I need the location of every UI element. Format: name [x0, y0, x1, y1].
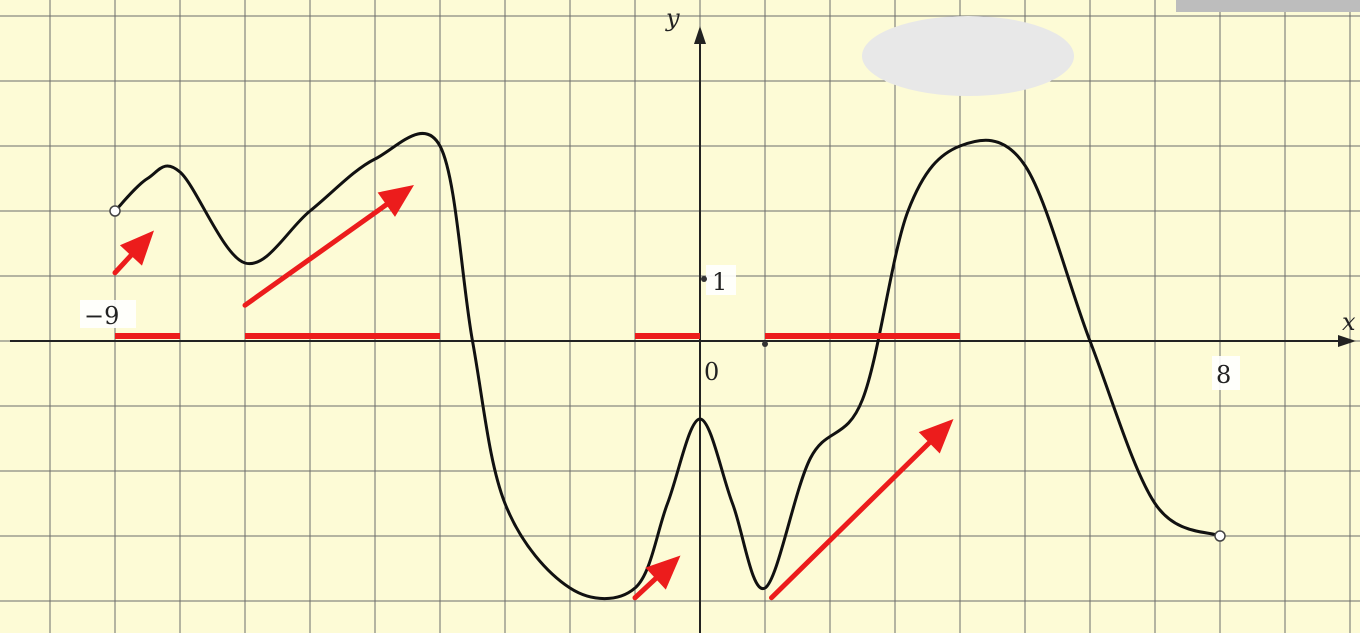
function-curve	[113, 132, 1222, 600]
increase-arrow-head-icon	[645, 555, 681, 590]
increase-arrow-shaft	[242, 202, 389, 308]
increase-arrow-shaft	[632, 576, 659, 601]
x-unit-tick-dot	[762, 341, 768, 347]
increase-arrow-head-icon	[918, 419, 954, 454]
increasing-arrows	[112, 185, 954, 601]
curve-endpoints	[109, 205, 1226, 542]
increase-arrow-head-icon	[119, 230, 154, 266]
origin-label: 0	[704, 358, 719, 386]
increase-arrow-shaft	[112, 252, 134, 276]
x-axis-label: x	[1342, 308, 1356, 336]
y-axis-arrow-icon	[694, 26, 706, 44]
y-unit-tick-dot	[701, 276, 707, 282]
y-unit-label-bg	[706, 265, 736, 295]
increase-arrow-head-icon	[377, 185, 414, 217]
increase-arrow-shaft	[769, 440, 932, 601]
x-min-label-bg	[80, 300, 136, 328]
end-point	[1214, 530, 1226, 542]
axis-labels: y x −9 8 0 1	[80, 4, 1356, 390]
overlay-ellipse	[862, 16, 1074, 96]
y-unit-label: 1	[712, 268, 727, 296]
x-axis-arrow-icon	[1338, 335, 1356, 347]
x-max-label: 8	[1216, 361, 1231, 389]
x-min-label: −9	[84, 302, 119, 330]
y-axis-label: y	[665, 4, 680, 32]
x-max-label-bg	[1212, 356, 1240, 390]
axes	[10, 26, 1356, 633]
start-point	[109, 205, 121, 217]
corner-box	[1176, 0, 1360, 12]
